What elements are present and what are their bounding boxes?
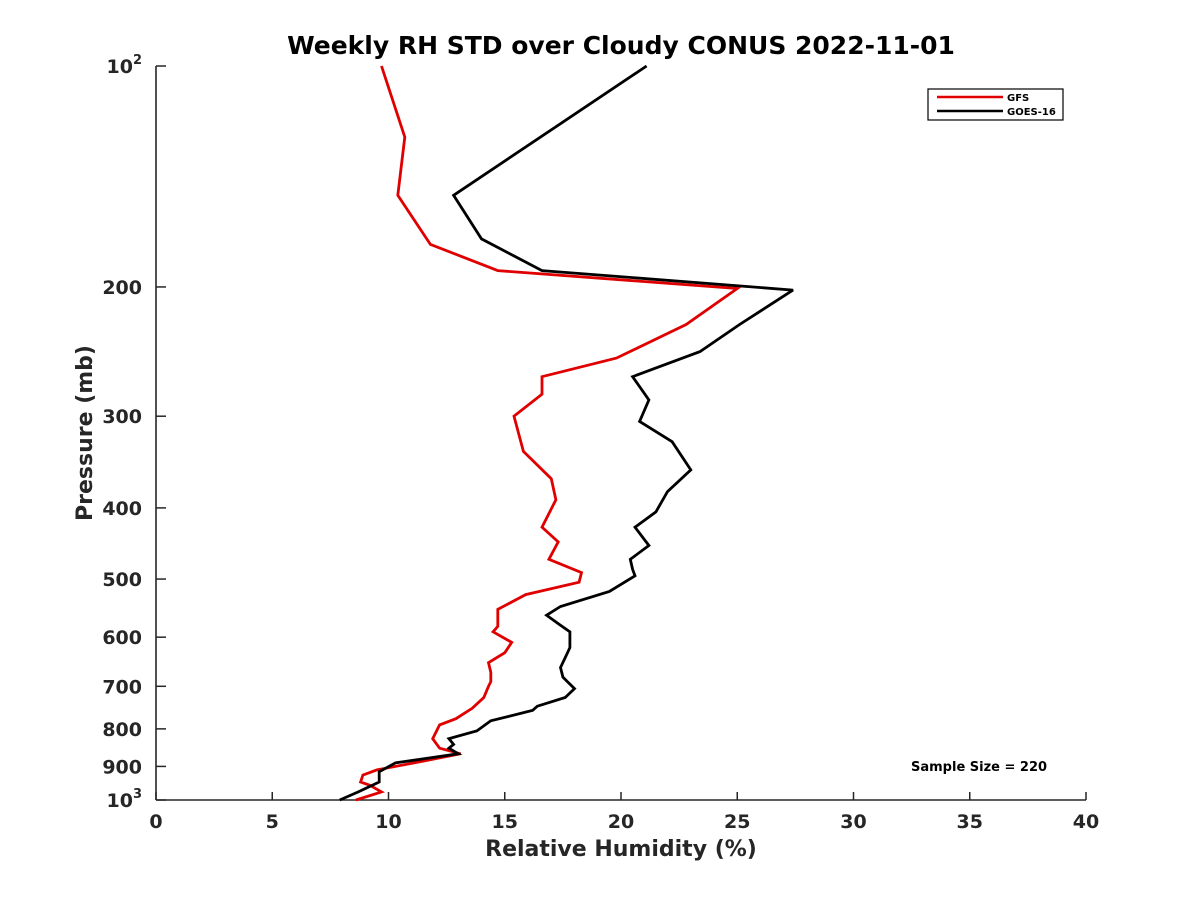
series-line-gfs[interactable] bbox=[355, 65, 742, 802]
x-tick-label: 0 bbox=[149, 811, 162, 833]
chart-title: Weekly RH STD over Cloudy CONUS 2022-11-… bbox=[287, 31, 955, 60]
y-tick-label: 700 bbox=[102, 676, 142, 698]
y-tick-exponent: 2 bbox=[133, 53, 142, 68]
y-tick-label: 300 bbox=[102, 406, 142, 428]
x-tick-label: 40 bbox=[1073, 811, 1099, 833]
y-tick-label: 500 bbox=[102, 569, 142, 591]
y-axis-label: Pressure (mb) bbox=[73, 345, 98, 521]
x-tick-label: 5 bbox=[266, 811, 279, 833]
y-tick-label: 103 bbox=[107, 787, 143, 812]
legend-label-goes16: GOES-16 bbox=[1007, 107, 1056, 118]
x-tick-label: 30 bbox=[840, 811, 866, 833]
y-tick-exponent: 3 bbox=[133, 787, 142, 802]
series-layer bbox=[339, 64, 794, 802]
x-axis-ticks: 0 5 10 15 20 25 30 35 40 bbox=[149, 792, 1099, 833]
legend-label-gfs: GFS bbox=[1007, 93, 1029, 104]
x-tick-label: 10 bbox=[375, 811, 401, 833]
y-tick-label: 800 bbox=[102, 719, 142, 741]
y-tick-base: 10 bbox=[107, 56, 133, 78]
legend-box bbox=[927, 88, 1064, 121]
x-tick-label: 15 bbox=[492, 811, 518, 833]
x-tick-label: 20 bbox=[608, 811, 634, 833]
y-tick-label: 600 bbox=[102, 627, 142, 649]
y-tick-label: 900 bbox=[102, 756, 142, 778]
y-tick-label: 102 bbox=[107, 53, 143, 78]
y-tick-label: 200 bbox=[102, 277, 142, 299]
y-tick-label: 400 bbox=[102, 498, 142, 520]
sample-size-annotation: Sample Size = 220 bbox=[911, 760, 1047, 775]
y-tick-base: 10 bbox=[107, 790, 133, 812]
legend[interactable]: GFS GOES-16 bbox=[927, 88, 1064, 121]
series-line-goes-16[interactable] bbox=[339, 64, 794, 802]
x-tick-label: 35 bbox=[957, 811, 983, 833]
x-axis-label: Relative Humidity (%) bbox=[485, 837, 757, 862]
x-tick-label: 25 bbox=[724, 811, 750, 833]
